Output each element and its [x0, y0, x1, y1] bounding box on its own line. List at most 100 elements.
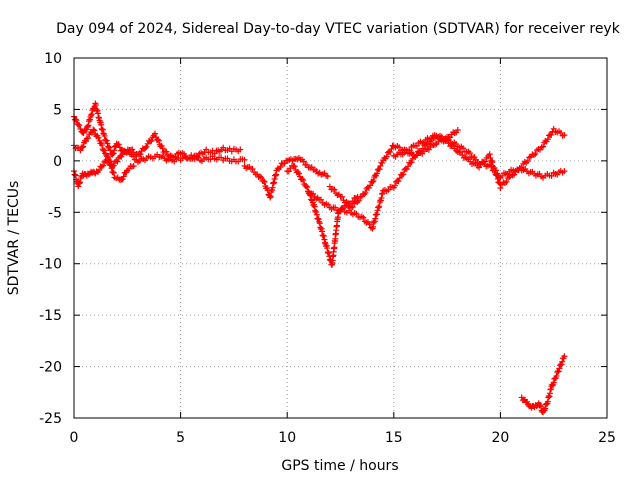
x-axis-label: GPS time / hours — [281, 458, 398, 474]
y-tick-label: 5 — [53, 102, 62, 118]
data-point — [75, 183, 82, 190]
data-point — [79, 144, 86, 151]
data-point — [445, 136, 452, 143]
data-point — [90, 126, 97, 133]
data-point — [163, 148, 170, 155]
data-point — [556, 365, 563, 372]
y-tick-label: -5 — [48, 205, 62, 221]
data-point — [399, 171, 406, 178]
data-point — [76, 180, 83, 187]
data-point — [379, 159, 386, 166]
data-point — [300, 177, 307, 184]
data-point — [503, 178, 510, 185]
data-point — [159, 145, 166, 152]
data-point — [88, 112, 95, 119]
data-point — [110, 150, 117, 157]
data-point — [148, 137, 155, 144]
y-tick-label: -10 — [39, 257, 62, 273]
data-point — [80, 143, 87, 150]
y-tick-label: 0 — [53, 154, 62, 170]
y-tick-label: -20 — [39, 360, 62, 376]
data-point — [395, 178, 402, 185]
data-point — [544, 136, 551, 143]
data-point — [548, 131, 555, 138]
data-point — [95, 134, 102, 141]
data-point — [550, 379, 557, 386]
data-point — [555, 368, 562, 375]
data-point — [130, 163, 137, 169]
data-point — [104, 140, 111, 147]
data-point — [561, 168, 568, 175]
data-point — [553, 372, 560, 379]
data-point — [113, 157, 120, 164]
data-point — [110, 169, 117, 176]
x-tick-label: 20 — [491, 430, 509, 446]
series-track-c — [71, 154, 137, 190]
data-point — [317, 196, 324, 203]
y-tick-label: -25 — [39, 411, 62, 427]
data-point — [488, 163, 495, 170]
data-point — [181, 150, 188, 157]
data-point — [304, 184, 311, 191]
data-point — [207, 156, 214, 163]
data-point — [497, 185, 504, 192]
data-point — [105, 156, 112, 163]
data-point — [119, 176, 126, 183]
data-point — [303, 183, 310, 190]
data-points — [71, 100, 568, 416]
data-point — [241, 156, 248, 163]
data-point — [532, 150, 539, 157]
data-point — [413, 152, 420, 159]
data-point — [387, 149, 394, 156]
data-point — [310, 190, 317, 197]
data-point — [383, 153, 390, 160]
series-track-f — [305, 127, 461, 232]
data-point — [561, 353, 568, 360]
data-point — [396, 175, 403, 182]
data-point — [101, 132, 108, 139]
data-point — [155, 137, 162, 144]
data-point — [130, 153, 137, 160]
data-point — [277, 164, 284, 171]
data-point — [114, 158, 121, 165]
data-point — [362, 189, 369, 196]
data-point — [373, 170, 380, 177]
data-point — [80, 129, 87, 136]
x-tick-label: 10 — [278, 430, 296, 446]
data-point — [308, 196, 315, 203]
chart-title: Day 094 of 2024, Sidereal Day-to-day VTE… — [56, 21, 621, 37]
data-point — [511, 171, 518, 178]
data-point — [291, 163, 298, 170]
data-point — [331, 186, 338, 193]
x-tick-label: 0 — [70, 430, 79, 446]
data-point — [299, 176, 306, 183]
data-point — [454, 127, 461, 133]
data-point — [103, 137, 110, 144]
data-point — [98, 163, 105, 170]
data-point — [106, 144, 113, 151]
data-point — [111, 147, 118, 154]
data-point — [486, 151, 493, 158]
data-point — [98, 142, 105, 149]
y-tick-label: 10 — [44, 51, 62, 67]
data-point — [487, 154, 494, 161]
data-point — [91, 127, 98, 134]
plot-frame — [73, 57, 608, 419]
data-point — [466, 150, 473, 157]
data-point — [561, 132, 568, 139]
series-track-h — [390, 132, 568, 181]
data-point — [559, 358, 566, 365]
data-point — [473, 156, 480, 163]
data-point — [88, 111, 95, 118]
data-point — [295, 170, 302, 177]
data-point — [391, 182, 398, 189]
y-tick-label: -15 — [39, 308, 62, 324]
data-point — [419, 145, 426, 152]
data-point — [408, 159, 415, 166]
data-point — [542, 405, 549, 412]
data-point — [76, 122, 83, 129]
data-point — [186, 155, 193, 162]
data-point — [110, 169, 117, 176]
data-point — [137, 151, 144, 158]
